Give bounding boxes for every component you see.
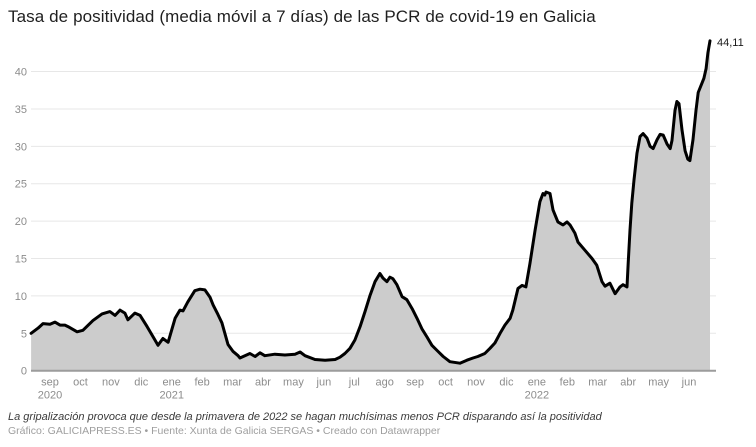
x-axis-tick-label: ene bbox=[528, 377, 546, 389]
credit-line: Gráfico: GALICIAPRESS.ES • Fuente: Xunta… bbox=[8, 425, 441, 437]
y-axis-tick-label: 15 bbox=[15, 254, 27, 266]
x-axis-tick-label: feb bbox=[560, 377, 575, 389]
x-axis-tick-label: may bbox=[648, 377, 669, 389]
y-axis-tick-label: 40 bbox=[15, 67, 27, 79]
x-axis-tick-label: jun bbox=[681, 377, 697, 389]
x-axis-tick-label: mar bbox=[588, 377, 607, 389]
chart-title: Tasa de positividad (media móvil a 7 día… bbox=[8, 7, 596, 26]
x-axis-tick-label: abr bbox=[620, 377, 636, 389]
y-axis-tick-label: 5 bbox=[21, 328, 27, 340]
x-axis-tick-label: dic bbox=[499, 377, 514, 389]
x-axis-tick-label: nov bbox=[467, 377, 485, 389]
x-axis-year-label: 2020 bbox=[38, 390, 62, 402]
x-axis-tick-label: sep bbox=[406, 377, 424, 389]
x-axis-tick-label: oct bbox=[438, 377, 453, 389]
area-fill bbox=[31, 40, 711, 371]
x-axis-tick-label: ene bbox=[163, 377, 181, 389]
x-axis-tick-label: sep bbox=[41, 377, 59, 389]
footnote: La gripalización provoca que desde la pr… bbox=[8, 411, 602, 423]
x-axis-year-label: 2022 bbox=[525, 390, 549, 402]
x-axis-tick-label: dic bbox=[134, 377, 149, 389]
end-value-label: 44,11 bbox=[717, 37, 744, 49]
x-axis-tick-label: mar bbox=[223, 377, 242, 389]
x-axis-tick-label: jul bbox=[348, 377, 360, 389]
y-axis-tick-label: 30 bbox=[15, 141, 27, 153]
x-axis-tick-label: abr bbox=[255, 377, 271, 389]
y-axis-tick-label: 0 bbox=[21, 366, 27, 378]
x-axis-year-label: 2021 bbox=[159, 390, 183, 402]
x-axis-tick-label: jun bbox=[316, 377, 332, 389]
y-axis-tick-label: 10 bbox=[15, 291, 27, 303]
x-axis-tick-label: ago bbox=[376, 377, 394, 389]
y-axis-tick-label: 20 bbox=[15, 216, 27, 228]
y-axis-tick-label: 25 bbox=[15, 179, 27, 191]
x-axis-tick-label: oct bbox=[73, 377, 88, 389]
line-series bbox=[29, 39, 712, 365]
x-axis-tick-label: feb bbox=[195, 377, 210, 389]
x-axis-tick-label: nov bbox=[102, 377, 120, 389]
x-axis-tick-label: may bbox=[283, 377, 304, 389]
y-axis-tick-label: 35 bbox=[15, 104, 27, 116]
